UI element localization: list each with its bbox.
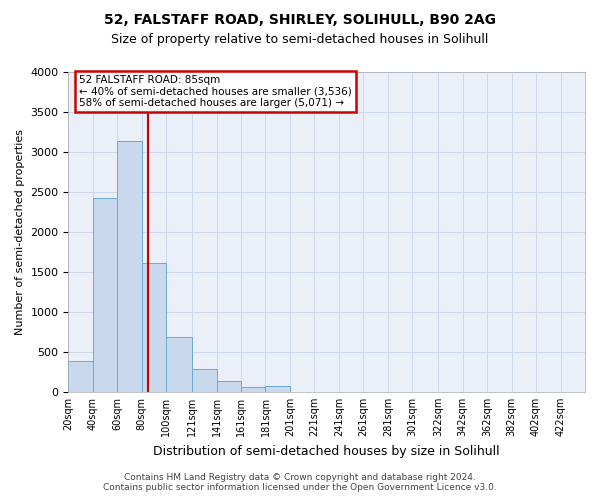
Text: Size of property relative to semi-detached houses in Solihull: Size of property relative to semi-detach… [112, 32, 488, 46]
Bar [166, 336, 192, 392]
Bar [93, 198, 118, 392]
Text: 52, FALSTAFF ROAD, SHIRLEY, SOLIHULL, B90 2AG: 52, FALSTAFF ROAD, SHIRLEY, SOLIHULL, B9… [104, 12, 496, 26]
Bar [118, 141, 142, 392]
Bar [142, 263, 166, 392]
Bar [265, 386, 290, 392]
Text: 52 FALSTAFF ROAD: 85sqm
← 40% of semi-detached houses are smaller (3,536)
58% of: 52 FALSTAFF ROAD: 85sqm ← 40% of semi-de… [79, 74, 352, 108]
Bar [192, 368, 217, 392]
Text: Contains HM Land Registry data © Crown copyright and database right 2024.
Contai: Contains HM Land Registry data © Crown c… [103, 473, 497, 492]
Bar [217, 380, 241, 392]
X-axis label: Distribution of semi-detached houses by size in Solihull: Distribution of semi-detached houses by … [154, 444, 500, 458]
Bar [68, 362, 93, 392]
Bar [241, 387, 265, 392]
Y-axis label: Number of semi-detached properties: Number of semi-detached properties [15, 128, 25, 334]
